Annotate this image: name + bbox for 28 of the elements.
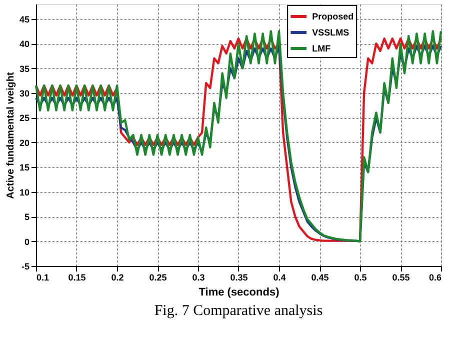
y-tick-label: 45	[19, 14, 30, 24]
legend-label: LMF	[312, 44, 332, 54]
legend-label: VSSLMS	[312, 28, 350, 38]
y-tick-label: 40	[19, 39, 30, 50]
x-tick-label: 0.35	[230, 272, 248, 282]
y-tick-label: 20	[19, 138, 30, 148]
x-tick-label: 0.6	[428, 272, 442, 282]
y-axis-title: Active fundamental weight	[5, 71, 16, 199]
y-tick-label: 25	[19, 113, 30, 124]
y-tick-label: 30	[19, 88, 30, 98]
y-tick-label: -5	[21, 262, 30, 272]
y-tick-label: 10	[19, 187, 30, 198]
caption: Fig. 7 Comparative analysis	[154, 303, 323, 319]
y-tick-label: 35	[19, 64, 30, 74]
x-tick-label: 0.15	[68, 272, 86, 282]
legend-label: Proposed	[312, 12, 354, 22]
y-tick-label: 15	[19, 162, 30, 173]
x-tick-label: 0.4	[273, 272, 286, 282]
x-tick-label: 0.5	[354, 272, 367, 282]
x-tick-label: 0.55	[392, 272, 410, 282]
x-tick-label: 0.2	[111, 272, 124, 282]
y-tick-label: 5	[24, 212, 30, 222]
x-tick-label: 0.25	[149, 272, 167, 282]
x-tick-label: 0.3	[192, 272, 205, 282]
x-axis-title: Time (seconds)	[198, 286, 280, 298]
x-tick-label: 0.45	[311, 272, 329, 282]
x-tick-label: 0.1	[36, 272, 50, 282]
y-tick-label: 0	[24, 236, 30, 247]
